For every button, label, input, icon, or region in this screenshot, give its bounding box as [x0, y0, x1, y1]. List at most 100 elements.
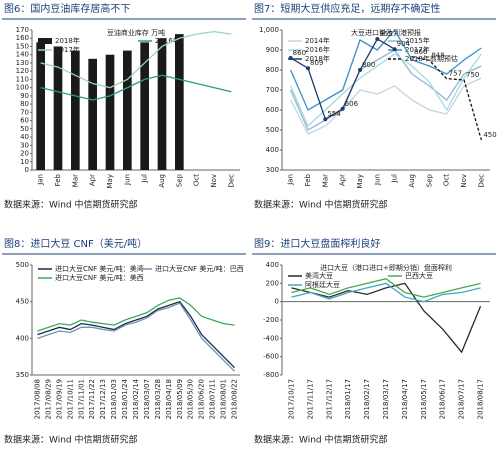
- y-tick-label: 170: [16, 26, 29, 34]
- y-tick-label: -200: [263, 316, 279, 324]
- series-line: [291, 282, 482, 354]
- x-tick-label: Mar: [321, 174, 329, 187]
- data-label: 848: [431, 51, 444, 59]
- y-tick-label: 0: [25, 166, 29, 174]
- y-tick-label: 70: [20, 108, 29, 116]
- y-tick-label: 400: [16, 334, 29, 342]
- point: [323, 117, 328, 122]
- y-tick-label: 110: [16, 75, 29, 83]
- x-tick-label: 2018/02/14: [132, 378, 140, 419]
- x-tick-label: 2018/08/22: [231, 379, 239, 419]
- series-line: [37, 302, 235, 372]
- point: [288, 56, 293, 60]
- legend-label: 2017年: [55, 45, 80, 54]
- x-tick-label: 2017/11/22: [88, 379, 96, 419]
- panel-title: 图9：进口大豆盘面榨利良好: [254, 237, 380, 250]
- x-tick-label: Jul: [141, 174, 149, 184]
- y-tick-label: -400: [263, 334, 279, 342]
- x-tick-label: Feb: [54, 173, 62, 186]
- legend-swatch: [38, 38, 52, 44]
- x-tick-label: 2018/05/30: [187, 379, 195, 419]
- x-tick-label: 2017/10/17: [287, 379, 295, 419]
- y-tick-label: 450: [16, 298, 29, 306]
- y-tick-label: 600: [266, 106, 279, 114]
- series-line: [290, 49, 482, 131]
- y-tick-label: 200: [266, 279, 279, 287]
- x-tick-label: Jun: [123, 174, 131, 186]
- point: [306, 66, 310, 71]
- subtitle: 大豆进口量及到港预报: [351, 28, 421, 37]
- y-tick-label: 400: [266, 261, 279, 269]
- x-tick-label: Nov: [460, 174, 468, 188]
- legend-label: 2018年: [305, 54, 330, 63]
- x-tick-label: 2018/01/17: [344, 379, 352, 419]
- panel-title: 图8：进口大豆 CNF（美元/吨）: [4, 237, 147, 250]
- y-tick-label: 90: [20, 92, 29, 100]
- legend-label: 2018年: [55, 36, 80, 45]
- y-tick-label: -600: [263, 353, 279, 361]
- bar: [36, 42, 45, 171]
- series-line: [290, 77, 482, 135]
- bar: [140, 42, 149, 171]
- x-tick-label: Dec: [477, 174, 485, 188]
- x-tick-label: 2017/10/11: [66, 379, 74, 419]
- x-tick-label: 2018/07/11: [209, 379, 217, 419]
- y-tick-label: 50: [20, 125, 29, 133]
- x-tick-label: 2018/08/17: [477, 379, 485, 419]
- y-tick-label: 30: [20, 141, 29, 149]
- data-label: 866: [414, 48, 428, 56]
- y-tick-label: -800: [263, 371, 279, 379]
- series-line: [291, 282, 481, 303]
- subtitle: 进口大豆（港口进口+即期分销）盘面榨利: [320, 263, 452, 272]
- x-tick-label: 2017/08/29: [44, 379, 52, 419]
- x-tick-label: 2017/11/01: [77, 379, 85, 419]
- y-tick-label: 1,000: [259, 26, 279, 34]
- y-tick-label: 300: [266, 166, 279, 174]
- y-tick-label: 500: [266, 126, 279, 134]
- data-label: 554: [327, 110, 341, 118]
- x-tick-label: Jan: [287, 174, 295, 186]
- y-tick-label: 60: [20, 117, 29, 125]
- point: [392, 47, 397, 52]
- y-tick-label: 160: [16, 34, 29, 42]
- legend-label: 2018年前期预估: [405, 54, 458, 63]
- x-tick-label: 2018/06/20: [198, 379, 206, 419]
- x-tick-label: Sep: [425, 173, 433, 187]
- x-tick-label: Jan: [37, 174, 45, 186]
- x-tick-label: 2018/04/17: [401, 379, 409, 419]
- legend-label: 2014年: [305, 36, 330, 45]
- bar: [157, 38, 167, 171]
- legend-label: 进口大豆CNF 美元/吨：美湾: [55, 264, 144, 273]
- x-tick-label: 2017/12/17: [325, 379, 333, 419]
- data-label: 750: [466, 71, 479, 79]
- x-tick-label: 2018/03/17: [382, 379, 390, 419]
- x-tick-label: 2017/12/13: [99, 379, 107, 419]
- series-line: [290, 28, 482, 111]
- x-tick-label: Mar: [71, 174, 79, 187]
- x-tick-label: 2018/04/18: [165, 379, 173, 419]
- y-tick-label: 700: [266, 86, 279, 94]
- x-tick-label: 2018/05/09: [176, 379, 184, 419]
- y-tick-label: 140: [16, 51, 29, 59]
- series-line: [411, 56, 482, 141]
- legend-label: 进口大豆CNF 美元/吨：巴西: [155, 264, 244, 273]
- x-tick-label: Jul: [391, 174, 399, 184]
- source: 数据来源：Wind 中信期货研究部: [254, 434, 387, 446]
- x-tick-label: 2018/02/17: [363, 379, 371, 419]
- legend-label: 2017年: [405, 45, 430, 54]
- bar: [105, 54, 115, 170]
- x-tick-label: Apr: [339, 174, 347, 186]
- y-tick-label: 100: [16, 84, 29, 92]
- source: 数据来源：Wind 中信期货研究部: [4, 199, 137, 211]
- data-label: 809: [310, 59, 323, 67]
- y-tick-label: 400: [266, 146, 279, 154]
- data-label: 904: [397, 40, 411, 48]
- series-line: [40, 30, 232, 89]
- series-line: [37, 297, 235, 332]
- legend-label: 2016年: [155, 36, 180, 45]
- x-tick-label: Aug: [158, 174, 166, 188]
- series-line: [291, 278, 481, 298]
- panel-title: 图6：国内豆油库存居高不下: [4, 2, 130, 15]
- y-tick-label: 120: [16, 67, 29, 75]
